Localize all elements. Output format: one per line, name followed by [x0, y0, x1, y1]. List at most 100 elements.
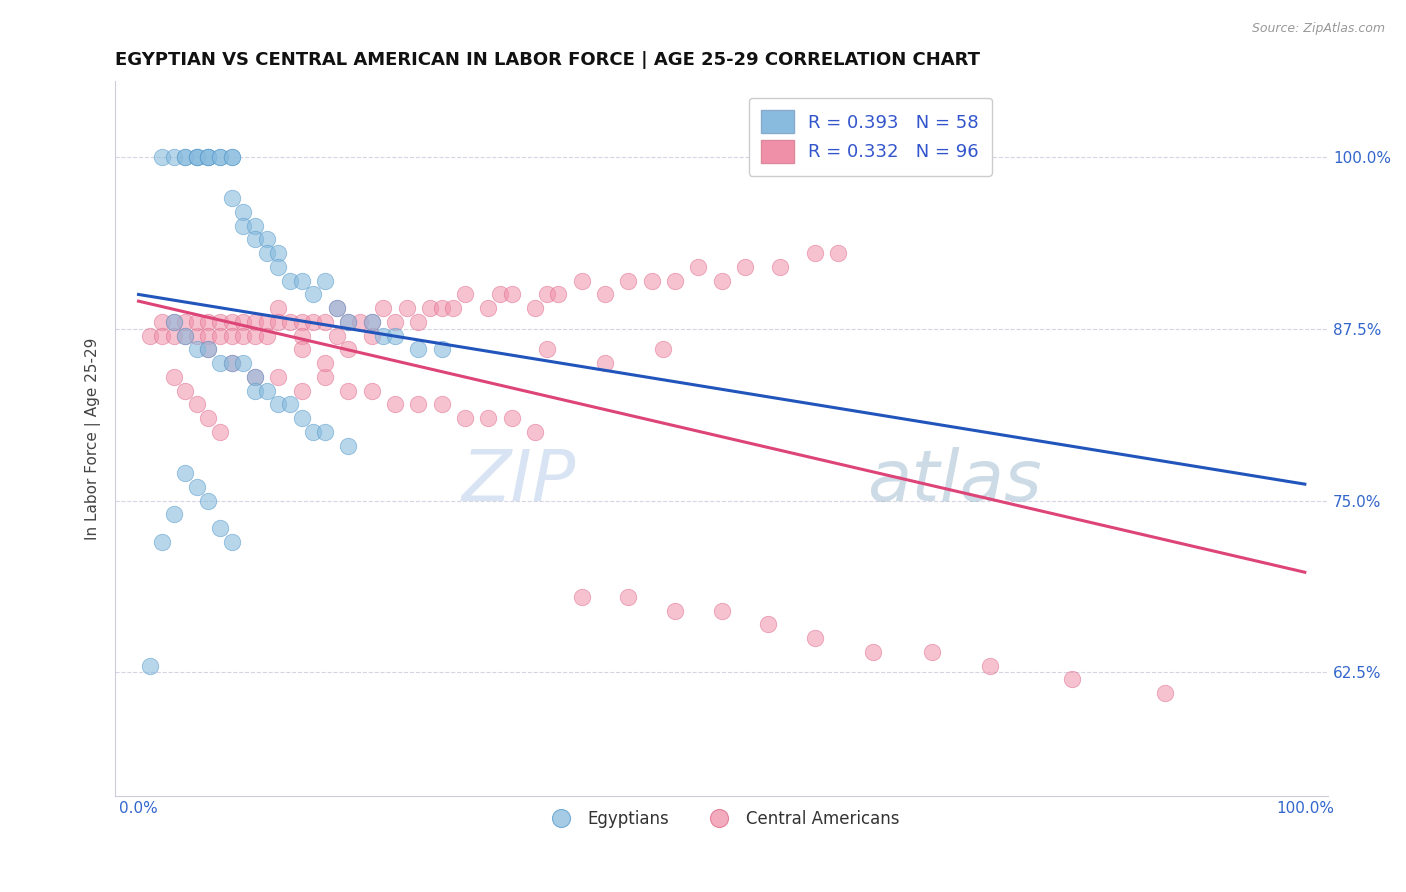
Point [489, 287, 512, 301]
Point [186, 397, 208, 411]
Point [186, 150, 208, 164]
Point [1060, 672, 1083, 686]
Point [174, 150, 197, 164]
Point [664, 274, 686, 288]
Point [150, 315, 173, 329]
Point [384, 328, 406, 343]
Point [221, 356, 243, 370]
Text: EGYPTIAN VS CENTRAL AMERICAN IN LABOR FORCE | AGE 25-29 CORRELATION CHART: EGYPTIAN VS CENTRAL AMERICAN IN LABOR FO… [115, 51, 980, 69]
Point [186, 328, 208, 343]
Point [278, 397, 301, 411]
Text: ZIP: ZIP [461, 447, 576, 516]
Point [804, 631, 827, 645]
Point [373, 301, 395, 315]
Point [278, 274, 301, 288]
Point [256, 232, 278, 246]
Point [291, 315, 314, 329]
Point [454, 287, 477, 301]
Point [571, 590, 593, 604]
Point [232, 356, 254, 370]
Point [256, 328, 278, 343]
Point [314, 315, 336, 329]
Point [197, 328, 219, 343]
Point [186, 343, 208, 357]
Point [360, 328, 382, 343]
Point [384, 315, 406, 329]
Point [267, 315, 290, 329]
Point [337, 315, 360, 329]
Point [419, 301, 441, 315]
Point [186, 480, 208, 494]
Text: atlas: atlas [868, 447, 1042, 516]
Point [221, 150, 243, 164]
Point [524, 425, 547, 439]
Point [139, 328, 162, 343]
Point [291, 274, 314, 288]
Point [501, 287, 523, 301]
Point [314, 369, 336, 384]
Point [827, 246, 849, 260]
Point [232, 328, 254, 343]
Point [221, 328, 243, 343]
Point [617, 274, 640, 288]
Point [291, 343, 314, 357]
Point [162, 150, 184, 164]
Point [232, 315, 254, 329]
Point [430, 343, 453, 357]
Point [477, 411, 499, 425]
Point [174, 384, 197, 398]
Point [267, 369, 290, 384]
Point [314, 274, 336, 288]
Point [174, 315, 197, 329]
Point [617, 590, 640, 604]
Point [1153, 686, 1175, 700]
Point [337, 439, 360, 453]
Point [150, 534, 173, 549]
Point [209, 425, 232, 439]
Point [641, 274, 664, 288]
Point [326, 328, 349, 343]
Point [232, 219, 254, 233]
Text: Source: ZipAtlas.com: Source: ZipAtlas.com [1251, 22, 1385, 36]
Point [454, 411, 477, 425]
Point [571, 274, 593, 288]
Point [501, 411, 523, 425]
Point [232, 205, 254, 219]
Point [174, 150, 197, 164]
Point [197, 343, 219, 357]
Point [209, 315, 232, 329]
Point [477, 301, 499, 315]
Point [652, 343, 675, 357]
Point [162, 315, 184, 329]
Point [139, 658, 162, 673]
Point [734, 260, 756, 274]
Point [373, 328, 395, 343]
Point [536, 343, 558, 357]
Point [150, 328, 173, 343]
Legend: Egyptians, Central Americans: Egyptians, Central Americans [537, 803, 905, 834]
Point [710, 603, 733, 617]
Point [267, 301, 290, 315]
Point [209, 328, 232, 343]
Point [278, 315, 301, 329]
Point [209, 150, 232, 164]
Point [326, 301, 349, 315]
Point [243, 384, 266, 398]
Point [593, 287, 616, 301]
Point [174, 466, 197, 480]
Point [360, 315, 382, 329]
Point [221, 315, 243, 329]
Point [349, 315, 371, 329]
Point [162, 328, 184, 343]
Point [186, 150, 208, 164]
Point [221, 534, 243, 549]
Point [395, 301, 418, 315]
Point [209, 356, 232, 370]
Point [209, 521, 232, 535]
Point [291, 384, 314, 398]
Point [441, 301, 464, 315]
Point [267, 260, 290, 274]
Point [314, 425, 336, 439]
Point [302, 287, 325, 301]
Point [174, 328, 197, 343]
